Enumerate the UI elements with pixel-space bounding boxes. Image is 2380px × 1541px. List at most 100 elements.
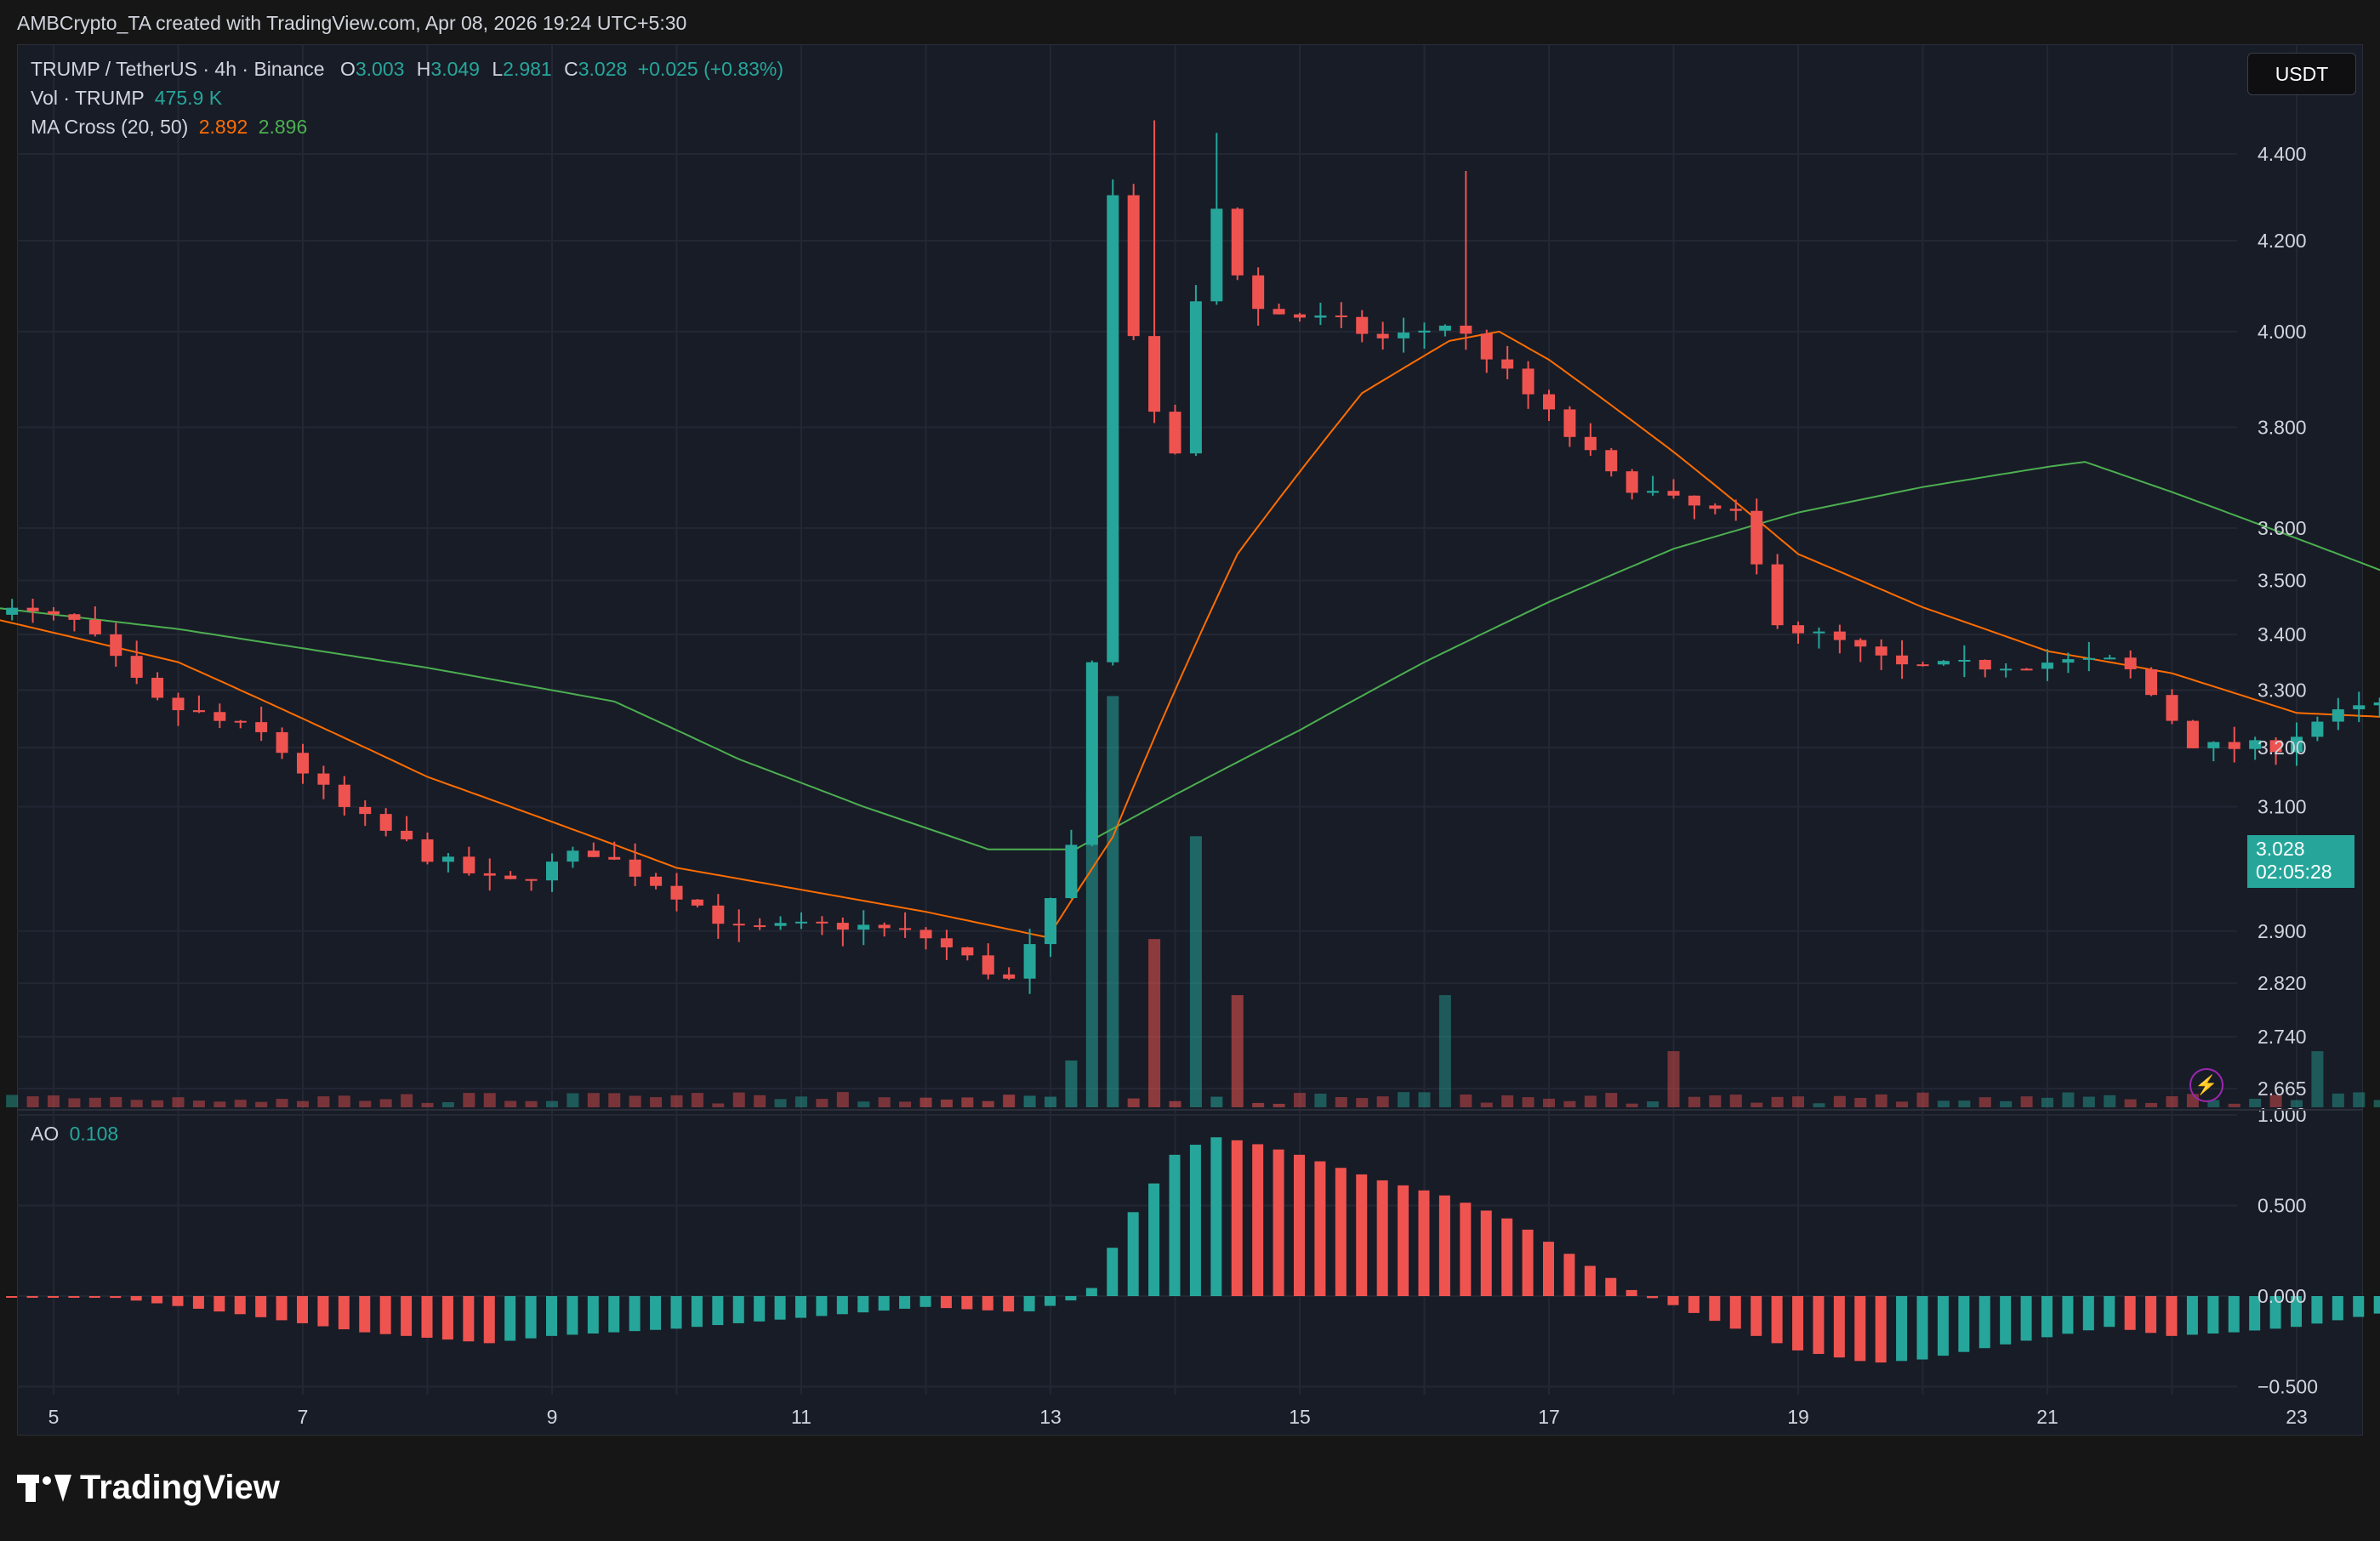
ao-bar [1771,1296,1783,1344]
ao-histogram [6,1137,2380,1363]
volume-bar [1833,1095,1846,1107]
volume-bar [1584,1095,1597,1107]
price-tick-label: 2.665 [2258,1078,2307,1100]
volume-bar [192,1100,205,1107]
candle-body [504,875,517,879]
candle-body [483,873,496,876]
volume-bar [1937,1100,1950,1107]
ao-bar [2332,1296,2343,1321]
ao-bar [1252,1144,1264,1296]
legend-h-label: H [416,58,431,80]
volume-bar [546,1100,558,1107]
volume-bar [2020,1096,2033,1107]
volume-bar [1771,1096,1784,1107]
ao-bar [1231,1140,1243,1296]
volume-bar [2124,1099,2137,1107]
legend-ao: AO 0.108 [31,1123,118,1146]
volume-bar [2311,1051,2324,1107]
volume-bar [2145,1102,2158,1107]
volume-bar [2353,1092,2366,1107]
ao-bar [2020,1296,2032,1341]
candle-body [1688,495,1700,506]
ao-bar [2104,1296,2115,1328]
ao-bar [712,1296,724,1326]
candle-body [6,607,19,615]
volume-bar [899,1101,912,1107]
volume-bar [1688,1096,1700,1107]
candle-body [940,938,953,947]
ao-bar [504,1296,516,1341]
volume-bar [88,1097,101,1107]
volume-bar [2104,1095,2116,1107]
grid-lines [17,45,2297,1395]
candle-body [982,955,994,975]
ao-bar [650,1296,662,1330]
legend-high: 3.049 [430,58,480,80]
candle-body [1979,659,1991,670]
candle-body [88,619,101,634]
volume-bar [982,1100,994,1107]
volume-bar [1854,1097,1867,1107]
ao-bar [774,1296,786,1320]
ao-bar [2249,1296,2261,1331]
ao-bar [795,1296,806,1318]
volume-bar [68,1098,81,1107]
ao-bar [2000,1296,2012,1345]
time-tick-label: 9 [547,1406,558,1428]
price-tick-label: 3.300 [2258,680,2307,702]
candle-body [1729,509,1742,511]
volume-bar [1543,1098,1555,1107]
candle-body [1833,631,1846,640]
candle-body [1418,330,1431,333]
currency-button[interactable]: USDT [2247,53,2356,95]
volume-bar [401,1094,413,1107]
volume-bar [670,1095,683,1107]
ao-bar [1667,1296,1679,1305]
candle-body [2020,668,2033,671]
price-tick-label: 3.600 [2258,517,2307,539]
candle-body [379,814,392,831]
volume-bar [255,1101,268,1107]
volume-bar [1896,1101,1909,1107]
ao-bar [68,1296,80,1298]
volume-bar [567,1093,579,1107]
candle-body [192,710,205,713]
ao-bar [1543,1242,1554,1296]
tradingview-logo[interactable]: TradingView [17,1469,280,1507]
volume-bar [1522,1097,1534,1107]
ao-bar [317,1296,329,1327]
volume-bar [1045,1096,1056,1107]
candle-body [2373,702,2380,706]
ao-bar [1376,1180,1388,1296]
legend-volume: Vol · TRUMP 475.9 K [31,87,222,110]
volume-bar [1376,1096,1389,1107]
candle-body [276,731,288,753]
ao-bar [255,1296,267,1317]
volume-bar [836,1092,849,1107]
volume-bar [504,1100,517,1107]
ao-bar [1294,1154,1305,1296]
candle-body [1460,325,1472,334]
candle-body [650,876,663,886]
ao-bar [1169,1154,1181,1296]
ao-bar [2353,1296,2365,1317]
candle-body [1584,436,1597,451]
price-tick-label: 2.900 [2258,920,2307,942]
volume-bar [338,1095,350,1107]
candle-body [712,905,725,924]
candle-body [1438,325,1451,331]
volume-bar [48,1095,60,1107]
volume-bar [774,1099,787,1107]
volume-bar [1480,1102,1493,1107]
lightning-icon[interactable]: ⚡ [2189,1068,2223,1102]
volume-bar [441,1101,454,1107]
volume-bar [795,1096,807,1107]
volume-bar [1751,1102,1763,1107]
volume-bar [1438,995,1451,1107]
candle-body [359,806,372,815]
chart-credit: AMBCrypto_TA created with TradingView.co… [17,12,687,34]
candle-body [1667,491,1680,496]
volume-bar [1148,939,1161,1107]
candle-body [1916,664,1929,667]
